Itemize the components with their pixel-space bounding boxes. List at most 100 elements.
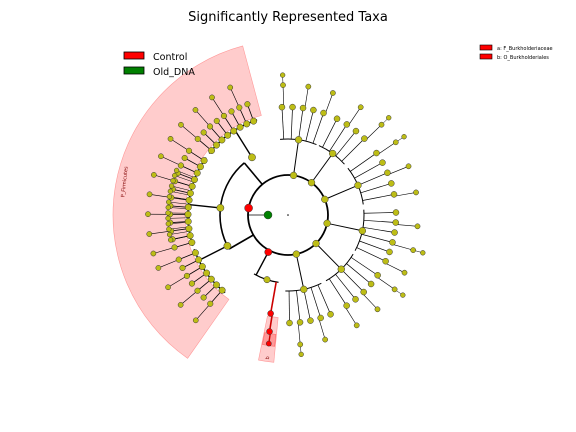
species-node: [401, 134, 407, 140]
tree-branch: [290, 107, 293, 140]
tree-branch: [158, 259, 179, 269]
family-node: [203, 269, 211, 277]
tree-branch: [310, 287, 321, 319]
family-node: [208, 147, 215, 155]
tree-branch: [360, 183, 392, 194]
family-node: [289, 103, 296, 111]
species-node: [173, 167, 180, 174]
species-node: [146, 191, 153, 198]
species-node: [166, 193, 173, 200]
tree-branch: [188, 203, 221, 209]
family-node: [224, 131, 232, 139]
species-node: [150, 250, 157, 257]
tree-branch: [303, 289, 311, 321]
family-node: [236, 123, 244, 131]
tree-branch: [195, 109, 211, 127]
species-node: [165, 210, 171, 216]
phylum-node: [312, 239, 320, 248]
genus-node: [330, 90, 336, 96]
family-node: [307, 317, 314, 324]
group-legend: Control Old_DNA: [123, 51, 195, 78]
family-node: [386, 248, 393, 256]
legend-swatch-control: [123, 51, 145, 60]
tree-branch: [327, 222, 363, 232]
tree-branch: [359, 240, 390, 253]
family-node: [188, 239, 196, 246]
tree-branch: [168, 217, 191, 219]
tree-branch: [234, 129, 253, 158]
class-node: [248, 153, 256, 162]
species-node: [165, 204, 171, 211]
genus-node: [207, 300, 214, 307]
genus-node: [236, 104, 243, 111]
genus-node: [194, 287, 201, 294]
family-node: [230, 127, 238, 135]
phylum-node: [292, 250, 300, 258]
tree-branch: [350, 257, 378, 276]
genus-node: [228, 108, 235, 115]
legend-swatch-old-dna: [123, 66, 145, 75]
family-node: [195, 256, 203, 264]
family-node-control: [266, 328, 273, 335]
family-node: [191, 249, 199, 257]
tree-branch: [305, 109, 314, 142]
tree-branch: [376, 276, 395, 290]
genus-node: [392, 139, 399, 146]
phylum-node: [323, 219, 331, 227]
tree-branch: [348, 107, 361, 126]
family-node: [188, 182, 196, 190]
order-node-control: [267, 310, 274, 317]
tree-branch: [395, 224, 418, 227]
tree-branch: [354, 162, 383, 179]
tree-branch: [317, 284, 331, 315]
taxa-key-label-b: b: O_Burkholderiales: [497, 55, 549, 61]
family-node: [196, 163, 204, 171]
species-node: [170, 178, 176, 184]
tree-branch: [170, 138, 190, 152]
family-node: [184, 210, 192, 218]
family-node: [213, 281, 220, 289]
tree-branch: [363, 212, 396, 214]
species-node: [166, 231, 173, 238]
tree-branch: [322, 118, 338, 148]
tree-branch: [160, 155, 182, 166]
family-node: [392, 209, 400, 216]
tree-branch: [341, 268, 364, 293]
tree-branch: [324, 184, 359, 200]
genus-node-control: [265, 340, 272, 347]
family-node: [391, 229, 398, 236]
family-node: [278, 103, 286, 111]
phylum-node: [307, 178, 316, 187]
family-node: [352, 127, 360, 135]
species-node: [167, 237, 174, 243]
genus-node: [378, 121, 385, 128]
tree-branch: [325, 92, 334, 114]
genus-node: [200, 294, 207, 301]
genus-node: [179, 264, 186, 271]
tree-branch: [377, 142, 396, 155]
family-node: [296, 319, 304, 326]
genus-node: [181, 154, 188, 162]
species-node: [165, 284, 171, 291]
species-node: [172, 172, 178, 179]
taxa-key-swatch-b: [479, 53, 493, 60]
genus-node: [177, 162, 184, 169]
genus-node: [280, 82, 286, 88]
tree-branch: [180, 290, 198, 306]
species-node: [192, 107, 199, 113]
tree-branch: [346, 263, 372, 285]
phylum-node: [321, 195, 329, 204]
family-node: [373, 149, 380, 157]
genus-node: [305, 83, 312, 90]
family-node: [384, 169, 391, 177]
genus-node: [405, 163, 412, 170]
species-node: [168, 183, 175, 189]
legend-label-control: Control: [153, 52, 187, 63]
family-node: [186, 232, 194, 240]
genus-node: [353, 322, 360, 329]
family-node: [389, 239, 396, 246]
family-node: [392, 219, 399, 226]
tree-branch: [341, 138, 365, 162]
class-node: [300, 285, 308, 293]
genus-node: [188, 280, 195, 287]
